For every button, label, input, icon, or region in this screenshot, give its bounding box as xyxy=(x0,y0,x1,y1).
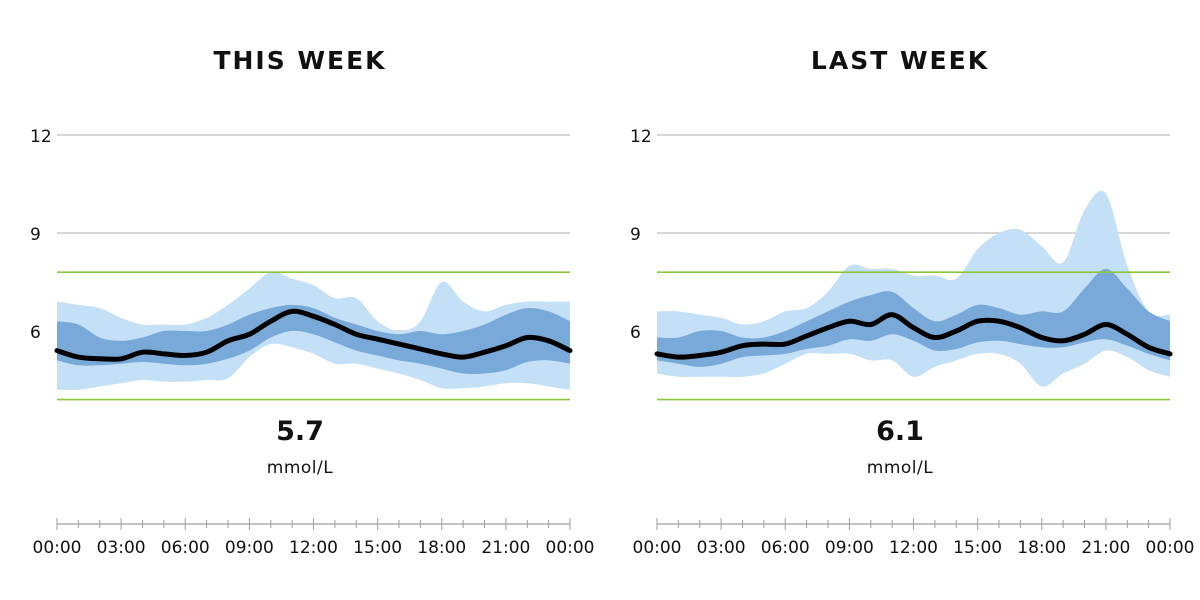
average-glucose-unit: mmol/L xyxy=(266,458,334,478)
x-tick-label: 00:00 xyxy=(33,538,82,558)
x-tick-label: 03:00 xyxy=(697,538,746,558)
chart-title: LAST WEEK xyxy=(810,46,990,75)
y-tick-label: 6 xyxy=(30,323,41,343)
this-week-chart: 12 9 6 00:00 03:00 06:00 09:00 12:00 15:00 18:00 2… xyxy=(30,127,595,558)
y-tick-label: 6 xyxy=(630,323,641,343)
x-tick-label: 06:00 xyxy=(761,538,810,558)
x-tick-label: 18:00 xyxy=(1017,538,1066,558)
x-tick-label: 00:00 xyxy=(1146,538,1195,558)
last-week-chart-panel: LAST WEEK 12 9 6 00:00 03:00 06:00 09:00 12:00 1… xyxy=(600,0,1200,600)
x-tick-label: 12:00 xyxy=(889,538,938,558)
x-tick-label: 21:00 xyxy=(481,538,530,558)
y-tick-label: 12 xyxy=(30,127,52,147)
x-tick-label: 00:00 xyxy=(633,538,682,558)
x-tick-label: 06:00 xyxy=(161,538,210,558)
x-tick-label: 15:00 xyxy=(953,538,1002,558)
chart-title: THIS WEEK xyxy=(213,46,387,75)
y-tick-label: 9 xyxy=(30,225,41,245)
this-week-chart-panel: THIS WEEK 12 9 6 00:00 03:00 06:00 09:00 12:00 1… xyxy=(30,46,595,558)
average-glucose-unit: mmol/L xyxy=(866,458,934,478)
x-tick-label: 21:00 xyxy=(1081,538,1130,558)
x-tick-label: 15:00 xyxy=(353,538,402,558)
median-line xyxy=(54,308,573,362)
y-tick-label: 9 xyxy=(630,225,641,245)
x-tick-label: 09:00 xyxy=(225,538,274,558)
x-tick-label: 00:00 xyxy=(546,538,595,558)
x-tick-label: 09:00 xyxy=(825,538,874,558)
x-tick-label: 18:00 xyxy=(417,538,466,558)
y-tick-label: 12 xyxy=(630,127,652,147)
median-line xyxy=(654,312,1173,360)
x-tick-label: 03:00 xyxy=(97,538,146,558)
last-week-chart: 12 9 6 00:00 03:00 06:00 09:00 12:00 15:00 18:00 2… xyxy=(630,127,1195,558)
x-tick-label: 12:00 xyxy=(289,538,338,558)
average-glucose-value: 6.1 xyxy=(876,416,924,447)
average-glucose-value: 5.7 xyxy=(276,416,324,447)
